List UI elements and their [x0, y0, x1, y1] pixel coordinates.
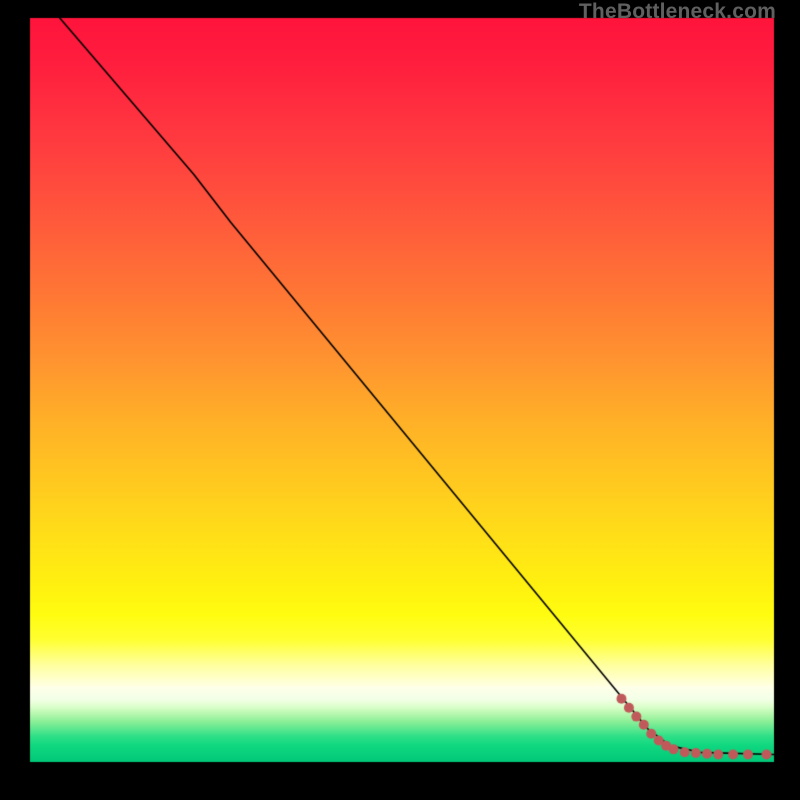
chart-root: TheBottleneck.com: [0, 0, 800, 800]
watermark-text: TheBottleneck.com: [579, 0, 776, 24]
bottleneck-chart-canvas: [0, 0, 800, 800]
